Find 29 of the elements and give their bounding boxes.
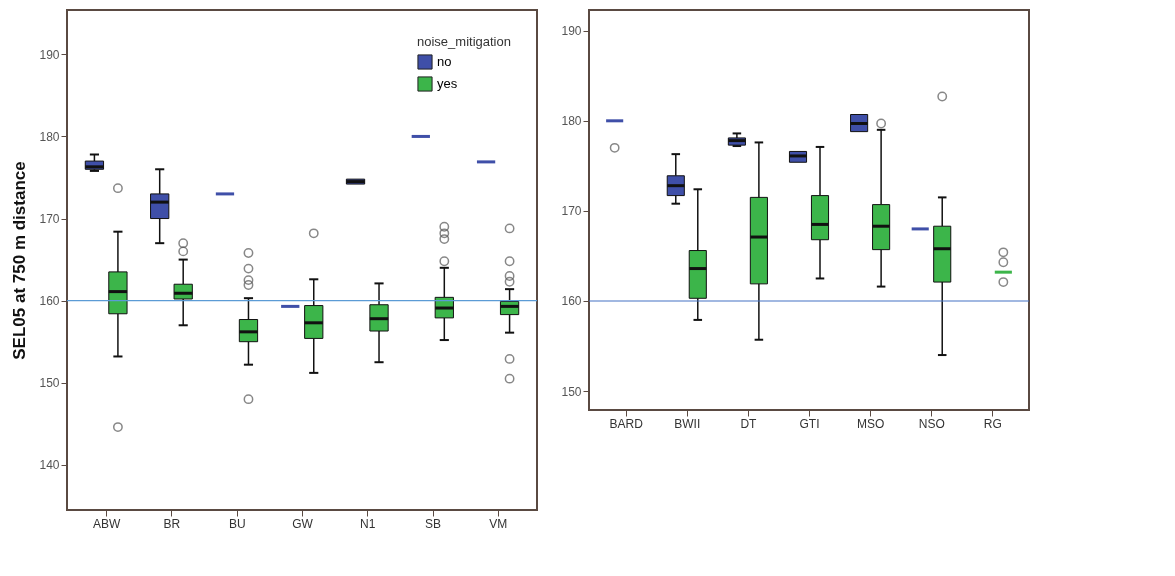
x-tick-label: RG — [983, 416, 1002, 431]
x-tick-label: BR — [163, 516, 181, 531]
y-tick-label: 170 — [39, 212, 60, 227]
y-tick-label: 150 — [39, 376, 60, 391]
y-tick-label: 180 — [561, 114, 582, 129]
y-tick-label: 160 — [561, 294, 582, 309]
x-tick-label: BARD — [609, 416, 644, 431]
x-tick-label: MSO — [856, 416, 885, 431]
x-tick-label: GTI — [799, 416, 820, 431]
x-tick-label: GW — [292, 516, 314, 531]
x-tick-label: N1 — [360, 516, 376, 531]
x-tick-label: NSO — [918, 416, 945, 431]
y-tick-label: 170 — [561, 204, 582, 219]
x-tick-label: BWII — [674, 416, 701, 431]
legend-title: noise_mitigation — [417, 34, 511, 49]
y-axis-title: SEL05 at 750 m distance — [10, 161, 30, 360]
x-tick-label: VM — [489, 516, 508, 531]
y-tick-label: 150 — [561, 384, 582, 399]
legend-label: yes — [437, 76, 458, 91]
legend-label: no — [437, 54, 452, 69]
y-tick-label: 190 — [561, 24, 582, 39]
x-tick-label: DT — [740, 416, 758, 431]
x-tick-label: BU — [228, 516, 246, 531]
y-tick-label: 140 — [39, 458, 60, 473]
y-tick-label: 160 — [39, 294, 60, 309]
y-tick-label: 190 — [39, 47, 60, 62]
x-tick-label: ABW — [92, 516, 121, 531]
x-tick-label: SB — [425, 516, 442, 531]
y-tick-label: 180 — [39, 129, 60, 144]
